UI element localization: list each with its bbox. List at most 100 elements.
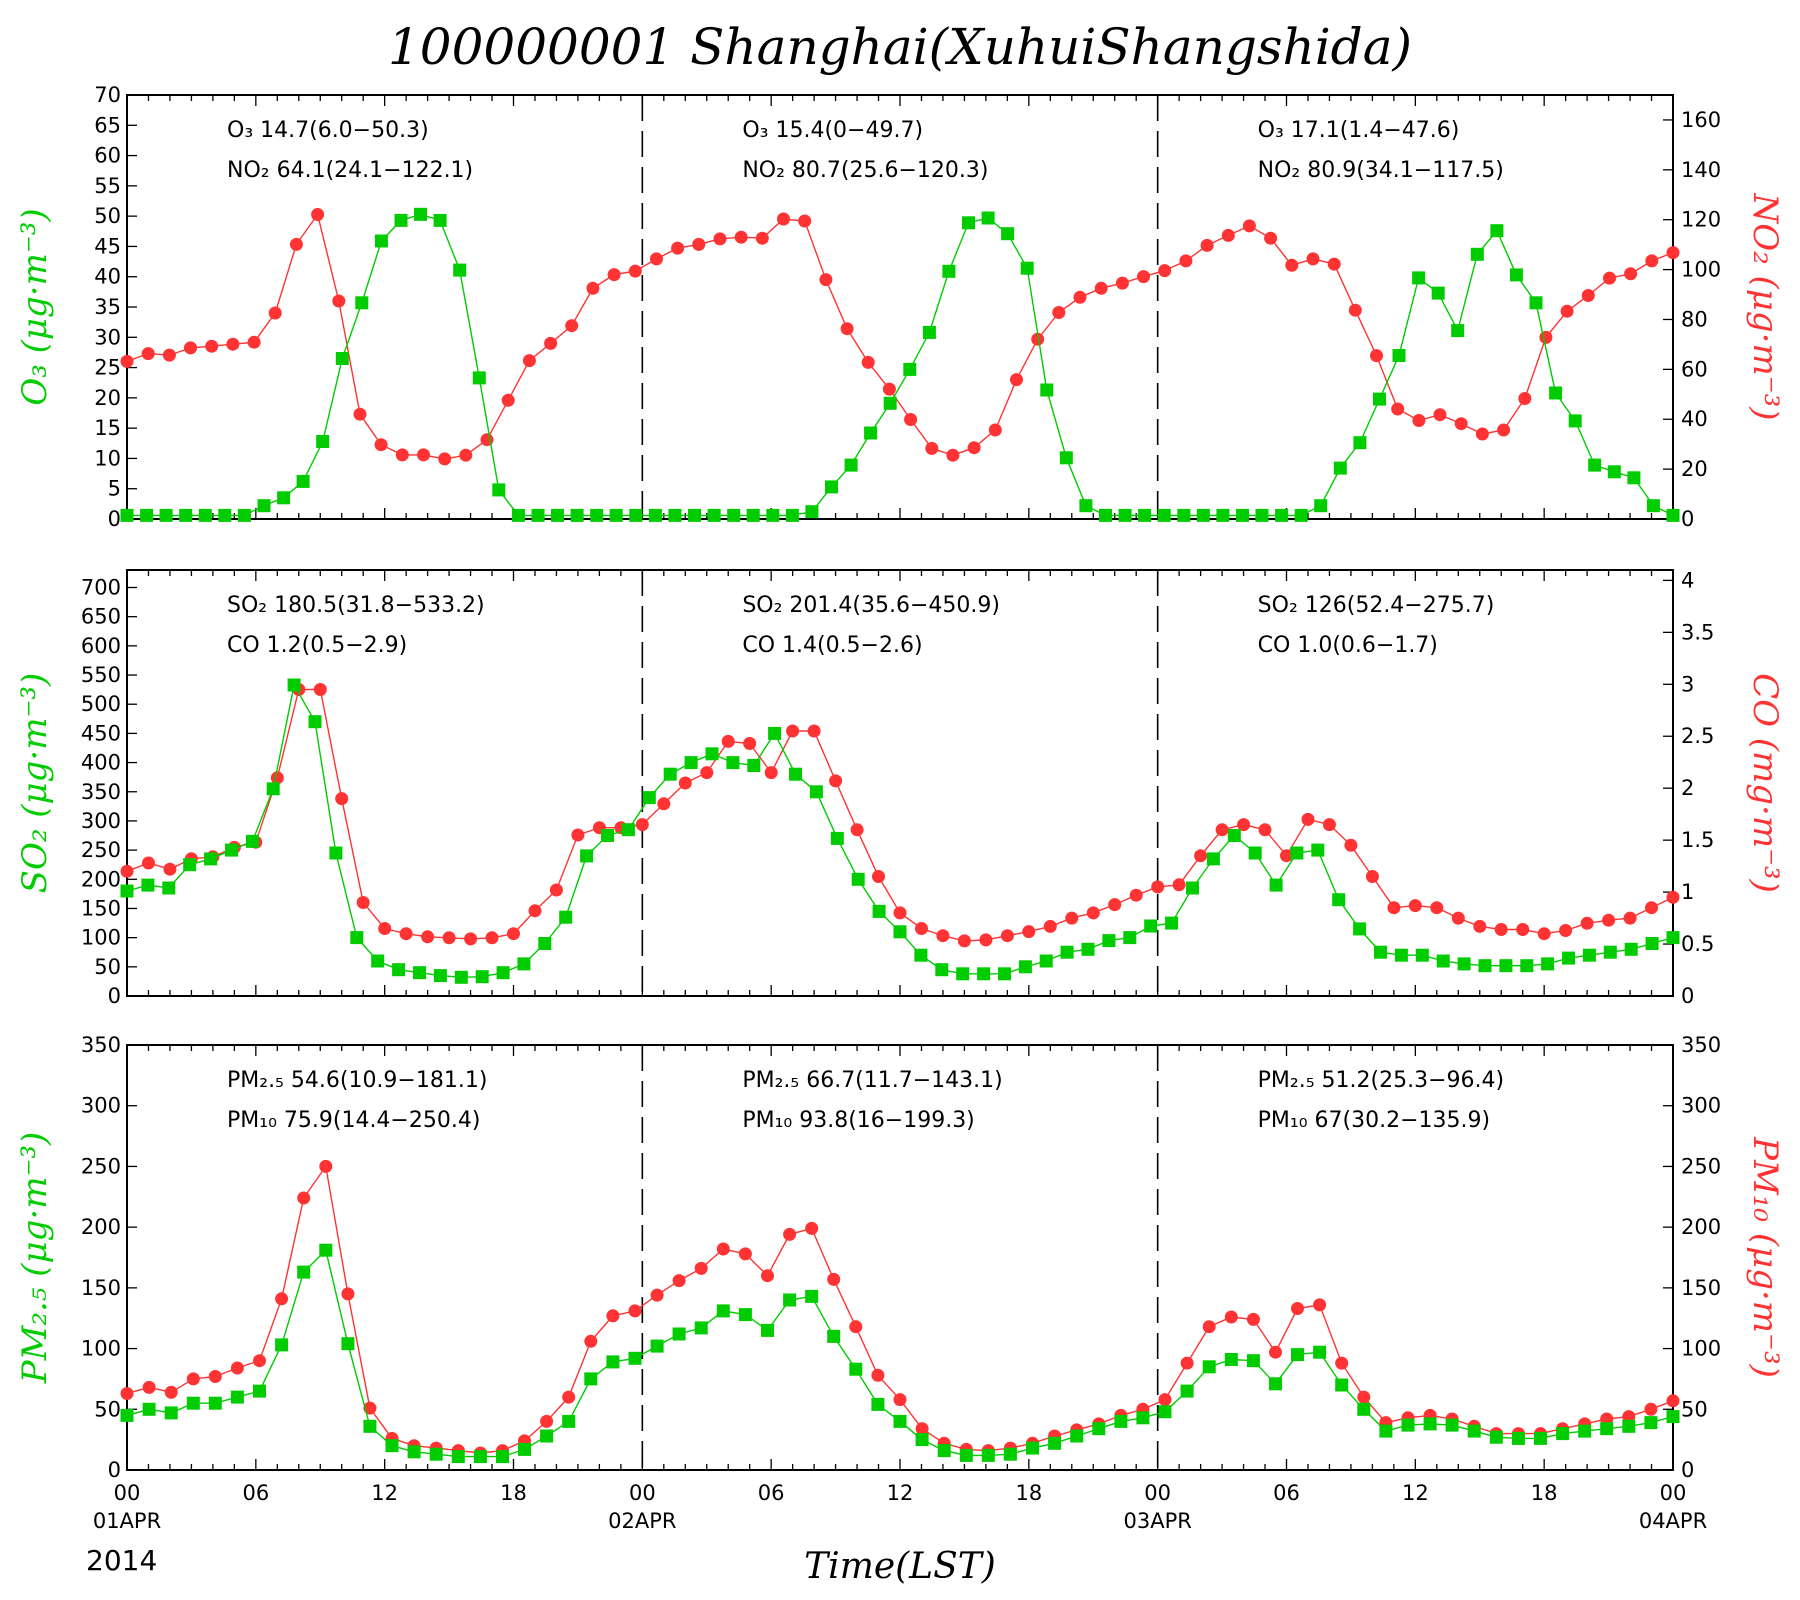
right-tick-label: 80 [1681, 307, 1708, 331]
data-point [341, 1287, 355, 1301]
data-point [688, 508, 701, 522]
data-point [1018, 960, 1032, 974]
data-point [650, 252, 663, 266]
data-point [1227, 829, 1241, 842]
left-tick-label: 15 [94, 416, 121, 440]
data-point [785, 508, 799, 522]
data-point [1335, 1356, 1349, 1370]
data-point [809, 785, 823, 799]
data-point [1039, 954, 1053, 968]
data-point [1666, 1394, 1680, 1408]
data-point [1415, 948, 1429, 962]
left-tick-label: 350 [81, 780, 121, 804]
data-point [454, 970, 468, 984]
data-point [275, 1338, 289, 1352]
data-point [946, 448, 960, 462]
data-point [1236, 508, 1249, 522]
daily-stat-annotation: O₃ 15.4(0−49.7) [742, 118, 923, 143]
data-point [1394, 948, 1408, 962]
data-point [1529, 296, 1543, 310]
daily-stat-annotation: SO₂ 201.4(35.6−450.9) [742, 593, 1000, 618]
data-point [942, 264, 956, 278]
data-point [1333, 461, 1347, 475]
data-point [1387, 901, 1401, 915]
data-point [1666, 508, 1680, 522]
right-tick-label: 250 [1681, 1154, 1721, 1178]
x-date-label: 02APR [608, 1509, 676, 1533]
data-point [1622, 1419, 1636, 1433]
data-point [1196, 508, 1210, 522]
data-point [319, 1243, 333, 1257]
data-point [1108, 898, 1122, 912]
data-point [1559, 924, 1573, 937]
data-point [296, 474, 310, 488]
data-point [1158, 1405, 1172, 1419]
daily-stat-annotation: PM₂.₅ 51.2(25.3−96.4) [1258, 1068, 1504, 1093]
data-point [621, 823, 635, 837]
data-point [761, 1269, 774, 1283]
data-point [1313, 1345, 1327, 1359]
right-tick-label: 3 [1681, 672, 1694, 696]
data-point [1539, 330, 1553, 344]
data-point [937, 1444, 951, 1458]
data-point [738, 1308, 752, 1322]
data-point [472, 371, 486, 385]
data-point [1065, 911, 1079, 925]
data-point [407, 1445, 421, 1459]
data-point [507, 927, 520, 941]
data-point [1086, 906, 1100, 920]
data-point [1379, 1424, 1393, 1438]
data-point [1202, 1360, 1216, 1374]
data-point [496, 966, 510, 980]
data-point [1408, 899, 1422, 913]
data-point [1454, 417, 1468, 431]
data-point [1177, 508, 1191, 522]
data-point [1348, 303, 1362, 317]
data-point [1200, 238, 1214, 252]
data-point [1264, 231, 1278, 245]
right-axis-label: PM₁₀ (μg·m⁻³) [1745, 1136, 1785, 1378]
data-point [1490, 224, 1504, 238]
data-point [1020, 261, 1034, 275]
data-point [433, 969, 447, 983]
data-point [1157, 508, 1171, 522]
data-point [829, 774, 843, 788]
left-tick-label: 40 [94, 265, 121, 289]
data-point [205, 339, 219, 353]
left-tick-label: 70 [94, 83, 121, 107]
data-point [414, 207, 427, 221]
data-point [1158, 264, 1172, 278]
data-point [511, 508, 525, 522]
left-tick-label: 35 [94, 295, 121, 319]
right-axis-label: NO₂ (μg·m⁻³) [1745, 192, 1785, 420]
data-point [1645, 937, 1659, 950]
right-tick-label: 140 [1681, 158, 1721, 182]
data-point [1451, 911, 1465, 925]
data-point [648, 508, 662, 522]
daily-stat-annotation: NO₂ 80.9(34.1−117.5) [1258, 158, 1504, 183]
chart-title: 100000001 Shanghai(XuhuiShangshida) [388, 18, 1412, 76]
data-point [335, 352, 349, 365]
data-point [1578, 1424, 1592, 1438]
data-point [766, 508, 780, 522]
data-point [559, 910, 573, 924]
x-date-label: 01APR [93, 1509, 161, 1533]
data-point [783, 1293, 797, 1307]
data-point [311, 208, 325, 221]
data-point [959, 1448, 973, 1462]
data-point [1489, 1430, 1503, 1444]
data-point [392, 963, 406, 977]
right-tick-label: 50 [1681, 1397, 1708, 1421]
data-point [289, 237, 303, 251]
left-tick-label: 30 [94, 325, 121, 349]
x-tick-label: 00 [1144, 1481, 1171, 1505]
data-point [1313, 1298, 1327, 1312]
data-point [734, 230, 748, 244]
data-point [705, 747, 719, 761]
left-tick-label: 25 [94, 356, 121, 380]
data-point [864, 426, 878, 440]
data-point [1644, 1416, 1658, 1430]
data-point [140, 508, 154, 522]
left-tick-label: 400 [81, 751, 121, 775]
